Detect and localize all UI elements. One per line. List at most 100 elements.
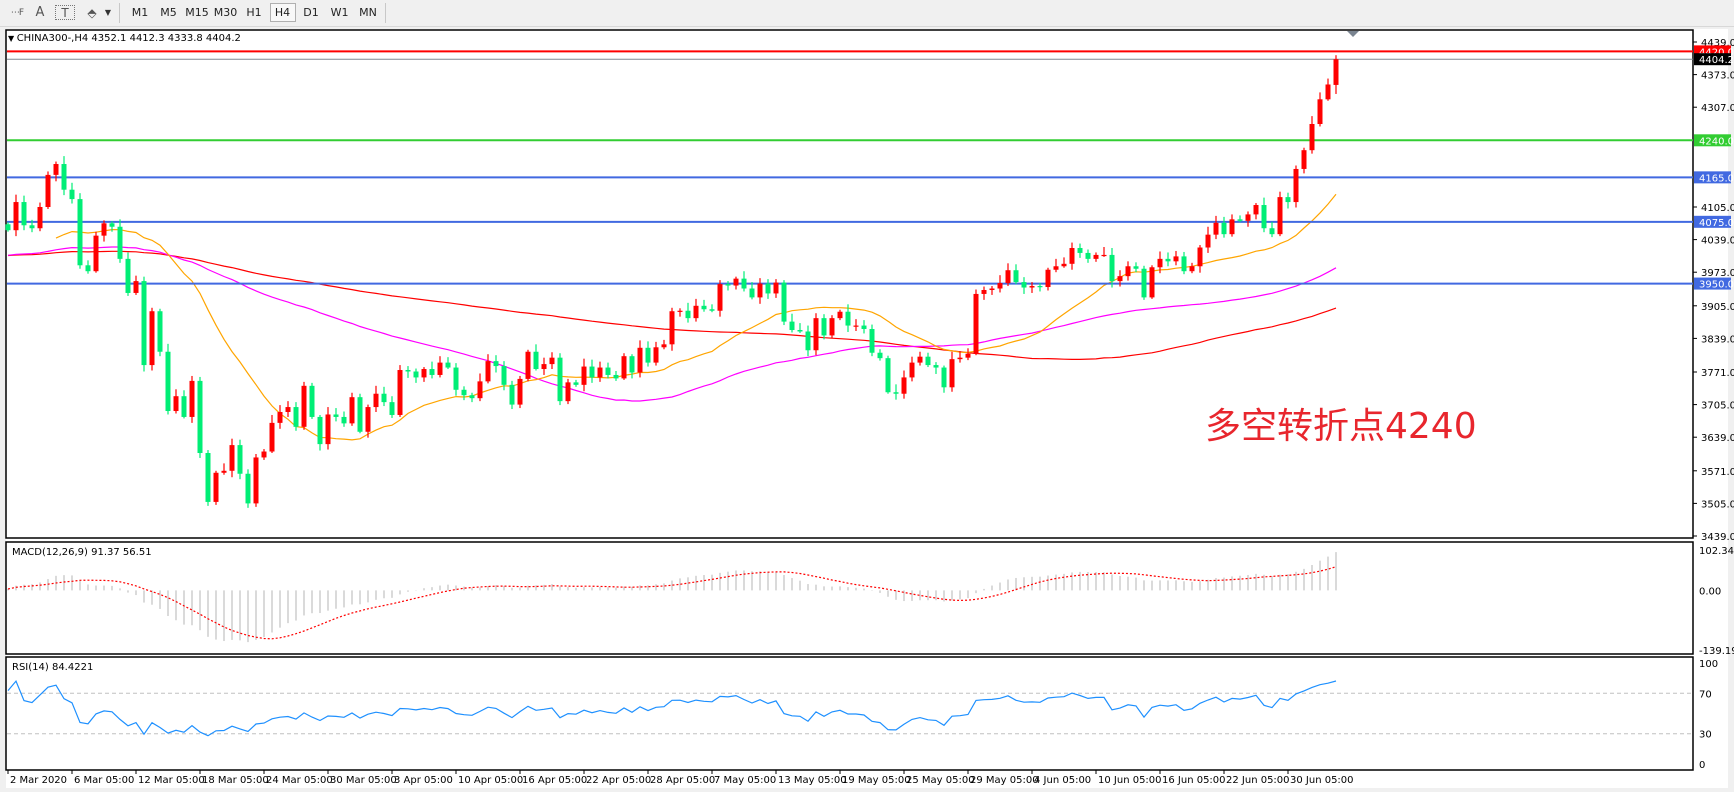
candle[interactable] bbox=[1125, 261, 1131, 281]
candle[interactable] bbox=[85, 260, 91, 274]
candle[interactable] bbox=[501, 361, 507, 391]
candle[interactable] bbox=[957, 351, 963, 363]
candle[interactable] bbox=[133, 275, 139, 295]
candle[interactable] bbox=[1213, 215, 1219, 240]
candle[interactable] bbox=[477, 373, 483, 402]
candle[interactable] bbox=[253, 453, 259, 507]
candle[interactable] bbox=[1317, 92, 1323, 127]
candle[interactable] bbox=[277, 405, 283, 429]
candle[interactable] bbox=[885, 355, 891, 394]
candle[interactable] bbox=[765, 279, 771, 299]
candle[interactable] bbox=[829, 315, 835, 339]
arrows-icon[interactable]: ⬘ bbox=[87, 5, 97, 20]
candle[interactable] bbox=[573, 379, 579, 387]
candle[interactable] bbox=[909, 356, 915, 382]
candle[interactable] bbox=[453, 363, 459, 396]
candle[interactable] bbox=[549, 352, 555, 370]
candle[interactable] bbox=[45, 171, 51, 209]
candle[interactable] bbox=[1189, 262, 1195, 274]
candle[interactable] bbox=[1269, 221, 1275, 238]
candle[interactable] bbox=[77, 193, 83, 269]
candle[interactable] bbox=[589, 359, 595, 383]
candle[interactable] bbox=[605, 362, 611, 379]
candle[interactable] bbox=[1173, 250, 1179, 266]
candle[interactable] bbox=[757, 278, 763, 304]
candle[interactable] bbox=[205, 450, 211, 506]
price-panel[interactable]: 4439.0 4373.0 4307.0 4105.0 4039.0 3973.0 3905… bbox=[5, 29, 1734, 543]
candle[interactable] bbox=[413, 368, 419, 383]
candle[interactable] bbox=[989, 286, 995, 295]
candle[interactable] bbox=[925, 352, 931, 368]
candle[interactable] bbox=[1077, 243, 1083, 258]
candle[interactable] bbox=[933, 362, 939, 374]
candle[interactable] bbox=[509, 380, 515, 410]
candle[interactable] bbox=[725, 281, 731, 291]
candle[interactable] bbox=[1237, 215, 1243, 223]
candle[interactable] bbox=[397, 365, 403, 417]
candle[interactable] bbox=[325, 407, 331, 450]
candle[interactable] bbox=[613, 371, 619, 381]
chart-shift-marker-icon[interactable] bbox=[1347, 31, 1359, 37]
candle[interactable] bbox=[797, 323, 803, 333]
candle[interactable] bbox=[1221, 216, 1227, 238]
candle[interactable] bbox=[941, 365, 947, 393]
candle[interactable] bbox=[965, 348, 971, 361]
candle[interactable] bbox=[997, 275, 1003, 293]
candle[interactable] bbox=[365, 404, 371, 438]
candle[interactable] bbox=[1157, 251, 1163, 274]
candle[interactable] bbox=[373, 385, 379, 413]
candle[interactable] bbox=[677, 308, 683, 317]
candle[interactable] bbox=[517, 375, 523, 409]
candle[interactable] bbox=[493, 355, 499, 373]
candle[interactable] bbox=[693, 298, 699, 322]
candle[interactable] bbox=[245, 469, 251, 508]
candle[interactable] bbox=[29, 219, 35, 233]
candle[interactable] bbox=[381, 386, 387, 407]
candle[interactable] bbox=[1149, 265, 1155, 299]
timeframe-h1-button[interactable]: H1 bbox=[246, 6, 262, 19]
rsi-panel[interactable]: RSI(14) 84.4221 100 70 30 0 bbox=[5, 656, 1718, 771]
candle[interactable] bbox=[597, 361, 603, 382]
candle[interactable] bbox=[861, 320, 867, 334]
candle[interactable] bbox=[1013, 264, 1019, 285]
text-label-icon[interactable]: T bbox=[55, 5, 75, 20]
candle[interactable] bbox=[653, 341, 659, 366]
candle[interactable] bbox=[301, 381, 307, 430]
candle[interactable] bbox=[1293, 165, 1299, 208]
candle[interactable] bbox=[173, 389, 179, 414]
candle[interactable] bbox=[261, 449, 267, 460]
candle[interactable] bbox=[141, 276, 147, 372]
candle[interactable] bbox=[557, 353, 563, 406]
candle[interactable] bbox=[1277, 191, 1283, 237]
candle[interactable] bbox=[125, 252, 131, 296]
candle[interactable] bbox=[1037, 283, 1043, 292]
candle[interactable] bbox=[21, 195, 27, 231]
candle[interactable] bbox=[1101, 247, 1107, 257]
candle[interactable] bbox=[405, 366, 411, 378]
candle[interactable] bbox=[781, 280, 787, 326]
candle[interactable] bbox=[669, 307, 675, 351]
candle[interactable] bbox=[709, 304, 715, 313]
candle[interactable] bbox=[461, 386, 467, 401]
candle[interactable] bbox=[1309, 116, 1315, 154]
candle[interactable] bbox=[341, 411, 347, 427]
candle[interactable] bbox=[229, 438, 235, 478]
candle[interactable] bbox=[349, 392, 355, 426]
candle[interactable] bbox=[1229, 214, 1235, 237]
candle[interactable] bbox=[1205, 226, 1211, 253]
candle[interactable] bbox=[437, 356, 443, 378]
candle[interactable] bbox=[853, 319, 859, 331]
candle[interactable] bbox=[741, 271, 747, 292]
candle[interactable] bbox=[789, 313, 795, 333]
candle[interactable] bbox=[149, 307, 155, 371]
candle[interactable] bbox=[109, 221, 115, 232]
candle[interactable] bbox=[1109, 247, 1115, 288]
candle[interactable] bbox=[805, 325, 811, 357]
candle[interactable] bbox=[189, 375, 195, 423]
candle[interactable] bbox=[1301, 147, 1307, 174]
candle[interactable] bbox=[893, 384, 899, 400]
timeframe-m5-button[interactable]: M5 bbox=[160, 6, 177, 19]
timeframe-d1-button[interactable]: D1 bbox=[303, 6, 319, 19]
candle[interactable] bbox=[429, 361, 435, 379]
